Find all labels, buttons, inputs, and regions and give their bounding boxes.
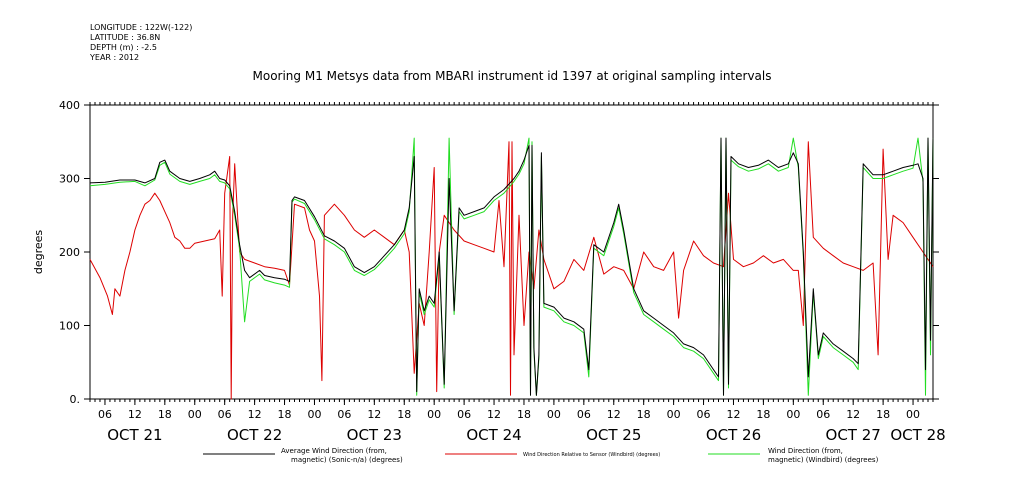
series-relative-wind-direction [89, 141, 934, 400]
x-tick-label: 12 [726, 408, 740, 421]
x-tick-label: 12 [846, 408, 860, 421]
x-tick-label: 00 [786, 408, 800, 421]
x-tick-label: 00 [906, 408, 920, 421]
series-average-wind-direction [89, 137, 934, 396]
legend-label-relative-wind-direction: Wind Direction Relative to Sensor (Windb… [523, 452, 660, 458]
legend: Average Wind Direction (from, magnetic) … [203, 447, 879, 464]
y-axis-label: degrees [32, 230, 45, 275]
x-day-label: OCT 26 [706, 426, 761, 444]
x-tick-label: 00 [667, 408, 681, 421]
y-tick-label: 200 [59, 246, 80, 259]
meta-latitude: LATITUDE : 36.8N [90, 33, 160, 42]
y-tick-label: 0. [70, 393, 81, 406]
x-tick-label: 06 [218, 408, 232, 421]
x-day-label: OCT 25 [586, 426, 641, 444]
y-tick-label: 400 [59, 99, 80, 112]
x-tick-label: 06 [457, 408, 471, 421]
legend-label-windbird-direction-1: Wind Direction (from, [768, 447, 843, 455]
x-tick-label: 00 [188, 408, 202, 421]
x-tick-label: 00 [547, 408, 561, 421]
x-tick-label: 12 [367, 408, 381, 421]
legend-label-windbird-direction-2: magnetic) (Windbird) (degrees) [768, 456, 879, 464]
meta-depth: DEPTH (m) : -2.5 [90, 43, 157, 52]
x-tick-label: 12 [248, 408, 262, 421]
x-tick-label: 18 [158, 408, 172, 421]
y-tick-label: 300 [59, 173, 80, 186]
minor-ticks [89, 102, 934, 402]
x-tick-label: 12 [487, 408, 501, 421]
x-tick-label: 18 [397, 408, 411, 421]
x-tick-label: 18 [876, 408, 890, 421]
x-tick-label: 18 [278, 408, 292, 421]
chart-title: Mooring M1 Metsys data from MBARI instru… [253, 69, 772, 83]
x-day-label: OCT 21 [107, 426, 162, 444]
y-tick-label: 100 [59, 320, 80, 333]
metadata-block: LONGITUDE : 122W(-122) LATITUDE : 36.8N … [89, 23, 192, 62]
legend-label-average-wind-direction-1: Average Wind Direction (from, [281, 447, 387, 455]
x-day-label: OCT 27 [826, 426, 881, 444]
x-tick-label: 06 [98, 408, 112, 421]
x-axis: 06 12 18 00 06 12 18 00 06 12 18 00 06 12 18 00 06 12 18 00… [98, 399, 946, 444]
x-tick-label: 06 [577, 408, 591, 421]
meta-year: YEAR : 2012 [89, 53, 139, 62]
x-tick-label: 00 [427, 408, 441, 421]
meta-longitude: LONGITUDE : 122W(-122) [90, 23, 192, 32]
x-tick-label: 12 [607, 408, 621, 421]
x-tick-label: 00 [307, 408, 321, 421]
x-day-label: OCT 24 [466, 426, 521, 444]
x-tick-label: 06 [816, 408, 830, 421]
legend-label-average-wind-direction-2: magnetic) (Sonic-n/a) (degrees) [291, 456, 403, 464]
x-tick-label: 18 [517, 408, 531, 421]
x-day-label: OCT 28 [890, 426, 945, 444]
x-tick-label: 06 [697, 408, 711, 421]
x-tick-label: 12 [128, 408, 142, 421]
x-day-label: OCT 23 [347, 426, 402, 444]
x-tick-label: 18 [756, 408, 770, 421]
x-tick-label: 18 [637, 408, 651, 421]
y-axis: 0. 100 200 300 400 [59, 99, 939, 406]
series-layer [89, 137, 934, 400]
x-tick-label: 06 [337, 408, 351, 421]
x-day-label: OCT 22 [227, 426, 282, 444]
